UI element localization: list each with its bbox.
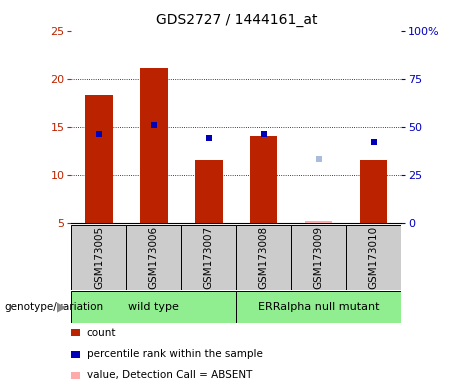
Text: GSM173007: GSM173007 — [204, 226, 214, 289]
Text: GSM173008: GSM173008 — [259, 226, 269, 289]
Bar — [291, 225, 346, 290]
Bar — [85, 95, 112, 223]
Text: GSM173005: GSM173005 — [94, 226, 104, 289]
Bar — [126, 225, 181, 290]
Bar — [236, 225, 291, 290]
Bar — [71, 291, 236, 323]
Text: wild type: wild type — [129, 302, 179, 312]
Text: count: count — [87, 328, 116, 338]
Text: genotype/variation: genotype/variation — [5, 302, 104, 312]
Bar — [195, 161, 223, 223]
Bar — [236, 291, 401, 323]
Bar — [346, 225, 401, 290]
Bar — [250, 136, 278, 223]
Text: ERRalpha null mutant: ERRalpha null mutant — [258, 302, 379, 312]
Text: GSM173009: GSM173009 — [313, 226, 324, 289]
Text: GSM173006: GSM173006 — [149, 226, 159, 289]
Text: percentile rank within the sample: percentile rank within the sample — [87, 349, 263, 359]
Text: GSM173010: GSM173010 — [369, 226, 378, 289]
Bar — [360, 161, 387, 223]
Bar — [305, 221, 332, 223]
Bar — [181, 225, 236, 290]
Bar — [140, 68, 168, 223]
Title: GDS2727 / 1444161_at: GDS2727 / 1444161_at — [155, 13, 317, 27]
Bar — [71, 225, 126, 290]
Text: ▶: ▶ — [57, 301, 67, 313]
Text: value, Detection Call = ABSENT: value, Detection Call = ABSENT — [87, 370, 252, 380]
